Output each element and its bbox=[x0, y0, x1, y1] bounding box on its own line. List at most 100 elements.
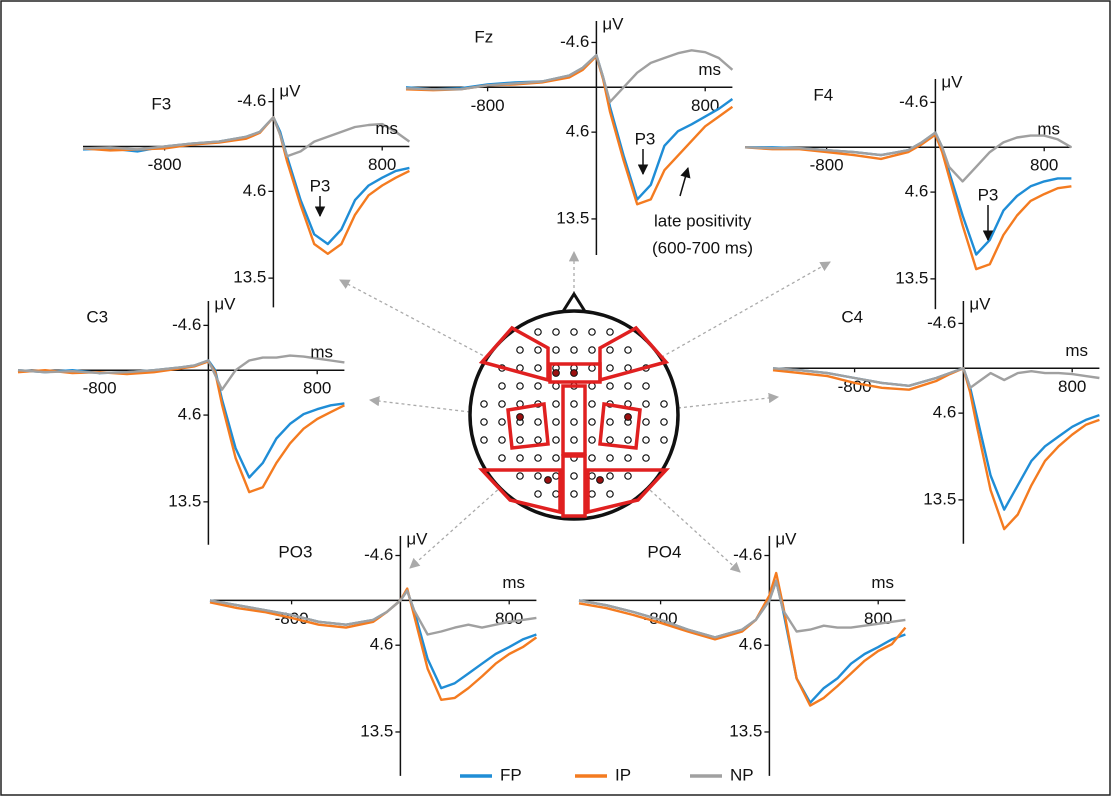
x-axis-label: ms bbox=[375, 119, 398, 138]
y-tick-label: 4.6 bbox=[933, 403, 957, 422]
electrode bbox=[553, 437, 559, 443]
electrode-active bbox=[553, 370, 560, 377]
electrode bbox=[481, 401, 487, 407]
electrode bbox=[517, 473, 523, 479]
x-tick-label: 800 bbox=[368, 155, 396, 174]
legend-label: NP bbox=[730, 765, 754, 784]
electrode bbox=[535, 437, 541, 443]
x-axis-label: ms bbox=[698, 60, 721, 79]
y-tick-label: -4.6 bbox=[364, 545, 393, 564]
annotation: P3 bbox=[310, 176, 331, 195]
electrode bbox=[607, 347, 613, 353]
electrode bbox=[589, 455, 595, 461]
legend-label: FP bbox=[500, 765, 522, 784]
electrode bbox=[553, 401, 559, 407]
electrode bbox=[499, 455, 505, 461]
electrode bbox=[517, 437, 523, 443]
electrode bbox=[553, 473, 559, 479]
electrode bbox=[625, 347, 631, 353]
x-axis-label: ms bbox=[1037, 120, 1060, 139]
page: {"chart_data":[ {"type":"line","title":"… bbox=[0, 0, 1111, 796]
electrode bbox=[553, 329, 559, 335]
x-axis-label: ms bbox=[871, 573, 894, 592]
electrode-active bbox=[545, 477, 552, 484]
y-tick-label: 13.5 bbox=[923, 489, 956, 508]
electrode bbox=[571, 473, 577, 479]
panel-title: F4 bbox=[813, 85, 833, 104]
electrode bbox=[535, 383, 541, 389]
y-tick-label: 4.6 bbox=[905, 182, 929, 201]
y-tick-label: 4.6 bbox=[370, 635, 394, 654]
electrode bbox=[643, 455, 649, 461]
y-tick-label: 13.5 bbox=[168, 491, 201, 510]
y-axis-label: μV bbox=[214, 294, 236, 313]
electrode bbox=[571, 401, 577, 407]
electrode bbox=[553, 347, 559, 353]
electrode bbox=[625, 383, 631, 389]
y-axis-label: μV bbox=[941, 72, 963, 91]
electrode-active bbox=[517, 414, 524, 421]
y-axis-label: μV bbox=[969, 294, 991, 313]
electrode bbox=[661, 437, 667, 443]
y-tick-label: -4.6 bbox=[172, 315, 201, 334]
x-tick-label: 800 bbox=[1058, 377, 1086, 396]
x-axis-label: ms bbox=[502, 573, 525, 592]
electrode bbox=[571, 491, 577, 497]
panel-title: C4 bbox=[841, 307, 863, 326]
electrode bbox=[589, 437, 595, 443]
y-tick-label: 4.6 bbox=[178, 405, 202, 424]
y-tick-label: -4.6 bbox=[733, 545, 762, 564]
electrode bbox=[625, 473, 631, 479]
electrode-active bbox=[597, 477, 604, 484]
electrode bbox=[571, 329, 577, 335]
electrode bbox=[643, 401, 649, 407]
electrode bbox=[571, 347, 577, 353]
electrode bbox=[607, 437, 613, 443]
electrode bbox=[571, 437, 577, 443]
x-tick-label: -800 bbox=[810, 156, 844, 175]
electrode bbox=[481, 419, 487, 425]
electrode bbox=[607, 473, 613, 479]
electrode bbox=[517, 455, 523, 461]
x-tick-label: -800 bbox=[471, 96, 505, 115]
electrode bbox=[643, 383, 649, 389]
electrode bbox=[553, 455, 559, 461]
panel-title: C3 bbox=[86, 307, 108, 326]
x-tick-label: 800 bbox=[303, 379, 331, 398]
x-axis-label: ms bbox=[310, 343, 333, 362]
electrode bbox=[589, 401, 595, 407]
panel-title: PO4 bbox=[647, 542, 681, 561]
y-tick-label: 13.5 bbox=[556, 208, 589, 227]
electrode bbox=[589, 419, 595, 425]
legend-label: IP bbox=[615, 765, 631, 784]
y-axis-label: μV bbox=[602, 14, 624, 33]
electrode bbox=[607, 455, 613, 461]
electrode bbox=[607, 383, 613, 389]
y-tick-label: 4.6 bbox=[243, 181, 267, 200]
electrode bbox=[535, 419, 541, 425]
electrode bbox=[589, 329, 595, 335]
y-tick-label: -4.6 bbox=[927, 313, 956, 332]
electrode bbox=[499, 437, 505, 443]
electrode-active bbox=[625, 414, 632, 421]
annotation: P3 bbox=[635, 129, 656, 148]
electrode bbox=[643, 419, 649, 425]
annotation: (600-700 ms) bbox=[652, 238, 753, 257]
electrode bbox=[589, 473, 595, 479]
electrode bbox=[535, 365, 541, 371]
electrode bbox=[571, 419, 577, 425]
y-tick-label: 4.6 bbox=[739, 635, 763, 654]
x-axis-label: ms bbox=[1065, 341, 1088, 360]
electrode bbox=[589, 365, 595, 371]
x-tick-label: 800 bbox=[1030, 156, 1058, 175]
figure: -4.64.613.5-800800μVmsF3P3-4.64.613.5-80… bbox=[0, 0, 1111, 796]
y-tick-label: 13.5 bbox=[360, 721, 393, 740]
electrode bbox=[499, 419, 505, 425]
y-tick-label: 13.5 bbox=[895, 268, 928, 287]
electrode bbox=[535, 491, 541, 497]
x-tick-label: -800 bbox=[83, 379, 117, 398]
x-tick-label: -800 bbox=[148, 155, 182, 174]
electrode bbox=[499, 383, 505, 389]
electrode bbox=[661, 419, 667, 425]
electrode bbox=[481, 437, 487, 443]
